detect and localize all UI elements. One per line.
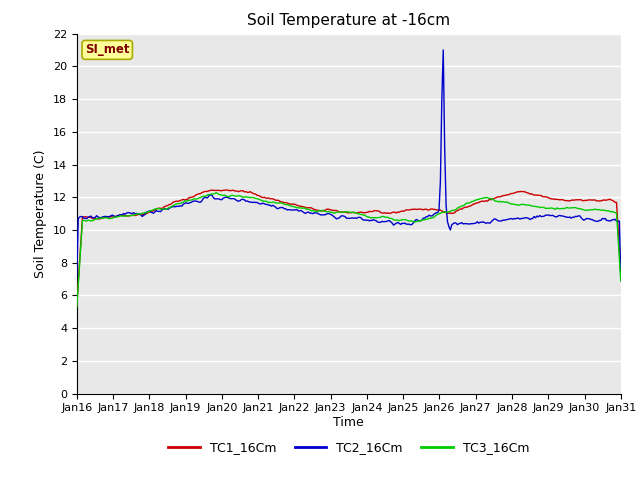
Legend: TC1_16Cm, TC2_16Cm, TC3_16Cm: TC1_16Cm, TC2_16Cm, TC3_16Cm: [163, 436, 534, 459]
Title: Soil Temperature at -16cm: Soil Temperature at -16cm: [247, 13, 451, 28]
X-axis label: Time: Time: [333, 416, 364, 429]
Text: SI_met: SI_met: [85, 43, 129, 56]
Y-axis label: Soil Temperature (C): Soil Temperature (C): [35, 149, 47, 278]
